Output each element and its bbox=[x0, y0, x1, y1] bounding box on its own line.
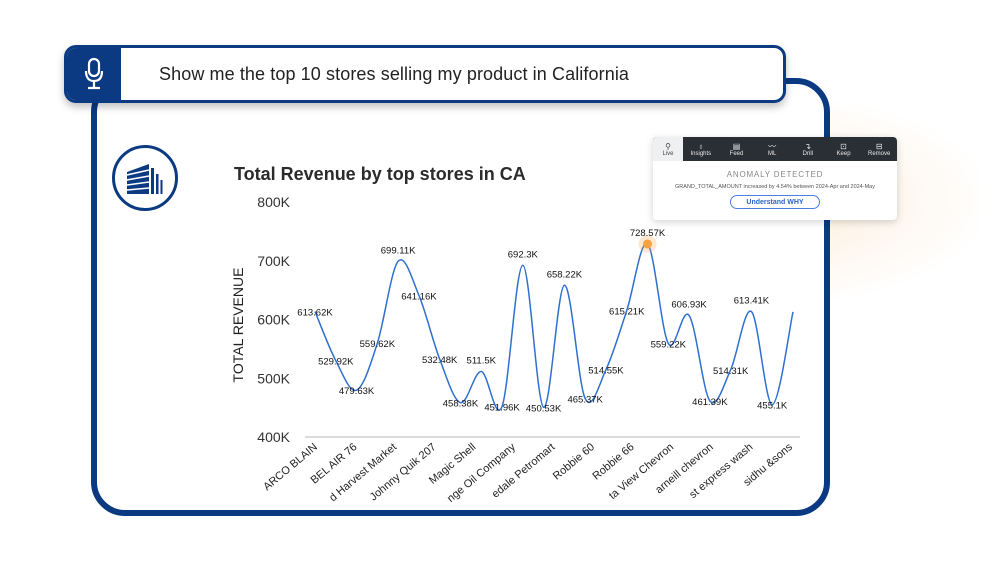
highlight-point bbox=[643, 239, 653, 249]
data-label: 613.62K bbox=[297, 307, 333, 318]
data-label: 559.62K bbox=[360, 339, 396, 350]
revenue-series-line bbox=[314, 243, 794, 411]
data-label: 615.21K bbox=[609, 307, 645, 318]
anomaly-description: GRAND_TOTAL_AMOUNT increased by 4.54% be… bbox=[675, 184, 875, 190]
data-label: 532.48K bbox=[422, 355, 458, 366]
chart-title: Total Revenue by top stores in CA bbox=[234, 164, 526, 184]
keep-icon: ⊡ bbox=[840, 141, 847, 151]
data-label: 658.22K bbox=[547, 269, 583, 280]
data-label: 461.39K bbox=[692, 397, 728, 408]
data-label: 699.11K bbox=[381, 245, 416, 256]
y-tick-label: 500K bbox=[257, 370, 290, 386]
remove-icon: ⊟ bbox=[875, 141, 883, 151]
tab-label: Feed bbox=[729, 150, 744, 157]
y-tick-label: 700K bbox=[257, 253, 290, 269]
ml-icon: 〰 bbox=[768, 141, 777, 151]
data-label: 511.5K bbox=[467, 355, 497, 366]
x-tick-label: d Harvest Market bbox=[327, 441, 399, 504]
tab-remove[interactable]: ⊟ Remove bbox=[861, 137, 897, 161]
x-tick-label: Robbie 60 bbox=[551, 441, 597, 482]
data-label: 692.3K bbox=[508, 249, 539, 260]
data-label: 613.41K bbox=[734, 296, 770, 307]
microphone-icon bbox=[84, 57, 104, 90]
data-label: 465.37K bbox=[567, 395, 603, 406]
drill-icon: ↴ bbox=[804, 141, 812, 151]
x-tick-label: Johnny Quik 207 bbox=[368, 441, 439, 503]
tab-ml[interactable]: 〰 ML bbox=[754, 137, 790, 161]
data-label: 514.31K bbox=[713, 366, 749, 377]
understand-why-button[interactable]: Understand WHY bbox=[730, 195, 820, 209]
data-label: 559.22K bbox=[651, 339, 687, 350]
microphone-button[interactable] bbox=[67, 48, 121, 100]
y-tick-label: 400K bbox=[257, 429, 290, 445]
y-tick-label: 800K bbox=[257, 194, 290, 210]
x-tick-label: nge Oil Company bbox=[445, 441, 518, 505]
x-tick-label: ARCO BLAIN bbox=[261, 441, 320, 493]
feed-icon: ▤ bbox=[732, 141, 741, 151]
y-axis-label: TOTAL REVENUE bbox=[230, 268, 246, 383]
data-label: 479.63K bbox=[339, 386, 375, 397]
data-label: 458.38K bbox=[443, 399, 479, 410]
data-label: 451.96K bbox=[484, 402, 520, 413]
tab-drill[interactable]: ↴ Drill bbox=[790, 137, 826, 161]
tab-live[interactable]: ⚲ Live bbox=[653, 137, 683, 161]
popup-toolbar: ⚲ Live ♁ Insights ▤ Feed 〰 ML ↴ Drill ⊡ Keep ⊟… bbox=[653, 137, 897, 161]
anomaly-popup: ⚲ Live ♁ Insights ▤ Feed 〰 ML ↴ Drill ⊡ Keep ⊟… bbox=[653, 137, 897, 220]
data-label: 455.1K bbox=[757, 401, 788, 412]
tab-label: ML bbox=[768, 150, 777, 157]
query-text[interactable]: Show me the top 10 stores selling my pro… bbox=[159, 63, 630, 84]
insights-icon: ♁ bbox=[697, 141, 704, 151]
data-label: 450.53K bbox=[526, 403, 562, 414]
tab-label: Remove bbox=[868, 150, 891, 157]
data-label: 641.16K bbox=[401, 291, 437, 302]
tab-label: Live bbox=[662, 150, 674, 157]
data-label: 728.57K bbox=[630, 228, 666, 239]
tab-feed[interactable]: ▤ Feed bbox=[719, 137, 755, 161]
query-bar[interactable]: Show me the top 10 stores selling my pro… bbox=[64, 45, 786, 103]
building-icon bbox=[126, 164, 163, 194]
tab-label: Keep bbox=[836, 150, 851, 157]
data-label: 529.92K bbox=[318, 357, 354, 368]
data-label: 606.93K bbox=[671, 299, 707, 310]
tab-insights[interactable]: ♁ Insights bbox=[683, 137, 719, 161]
tab-label: Insights bbox=[690, 150, 712, 157]
y-tick-label: 600K bbox=[257, 312, 290, 328]
logo bbox=[112, 145, 178, 211]
anomaly-title: ANOMALY DETECTED bbox=[726, 170, 824, 179]
live-icon: ⚲ bbox=[665, 141, 671, 151]
tab-keep[interactable]: ⊡ Keep bbox=[826, 137, 862, 161]
tab-label: Drill bbox=[802, 150, 814, 157]
data-label: 514.55K bbox=[588, 366, 624, 377]
